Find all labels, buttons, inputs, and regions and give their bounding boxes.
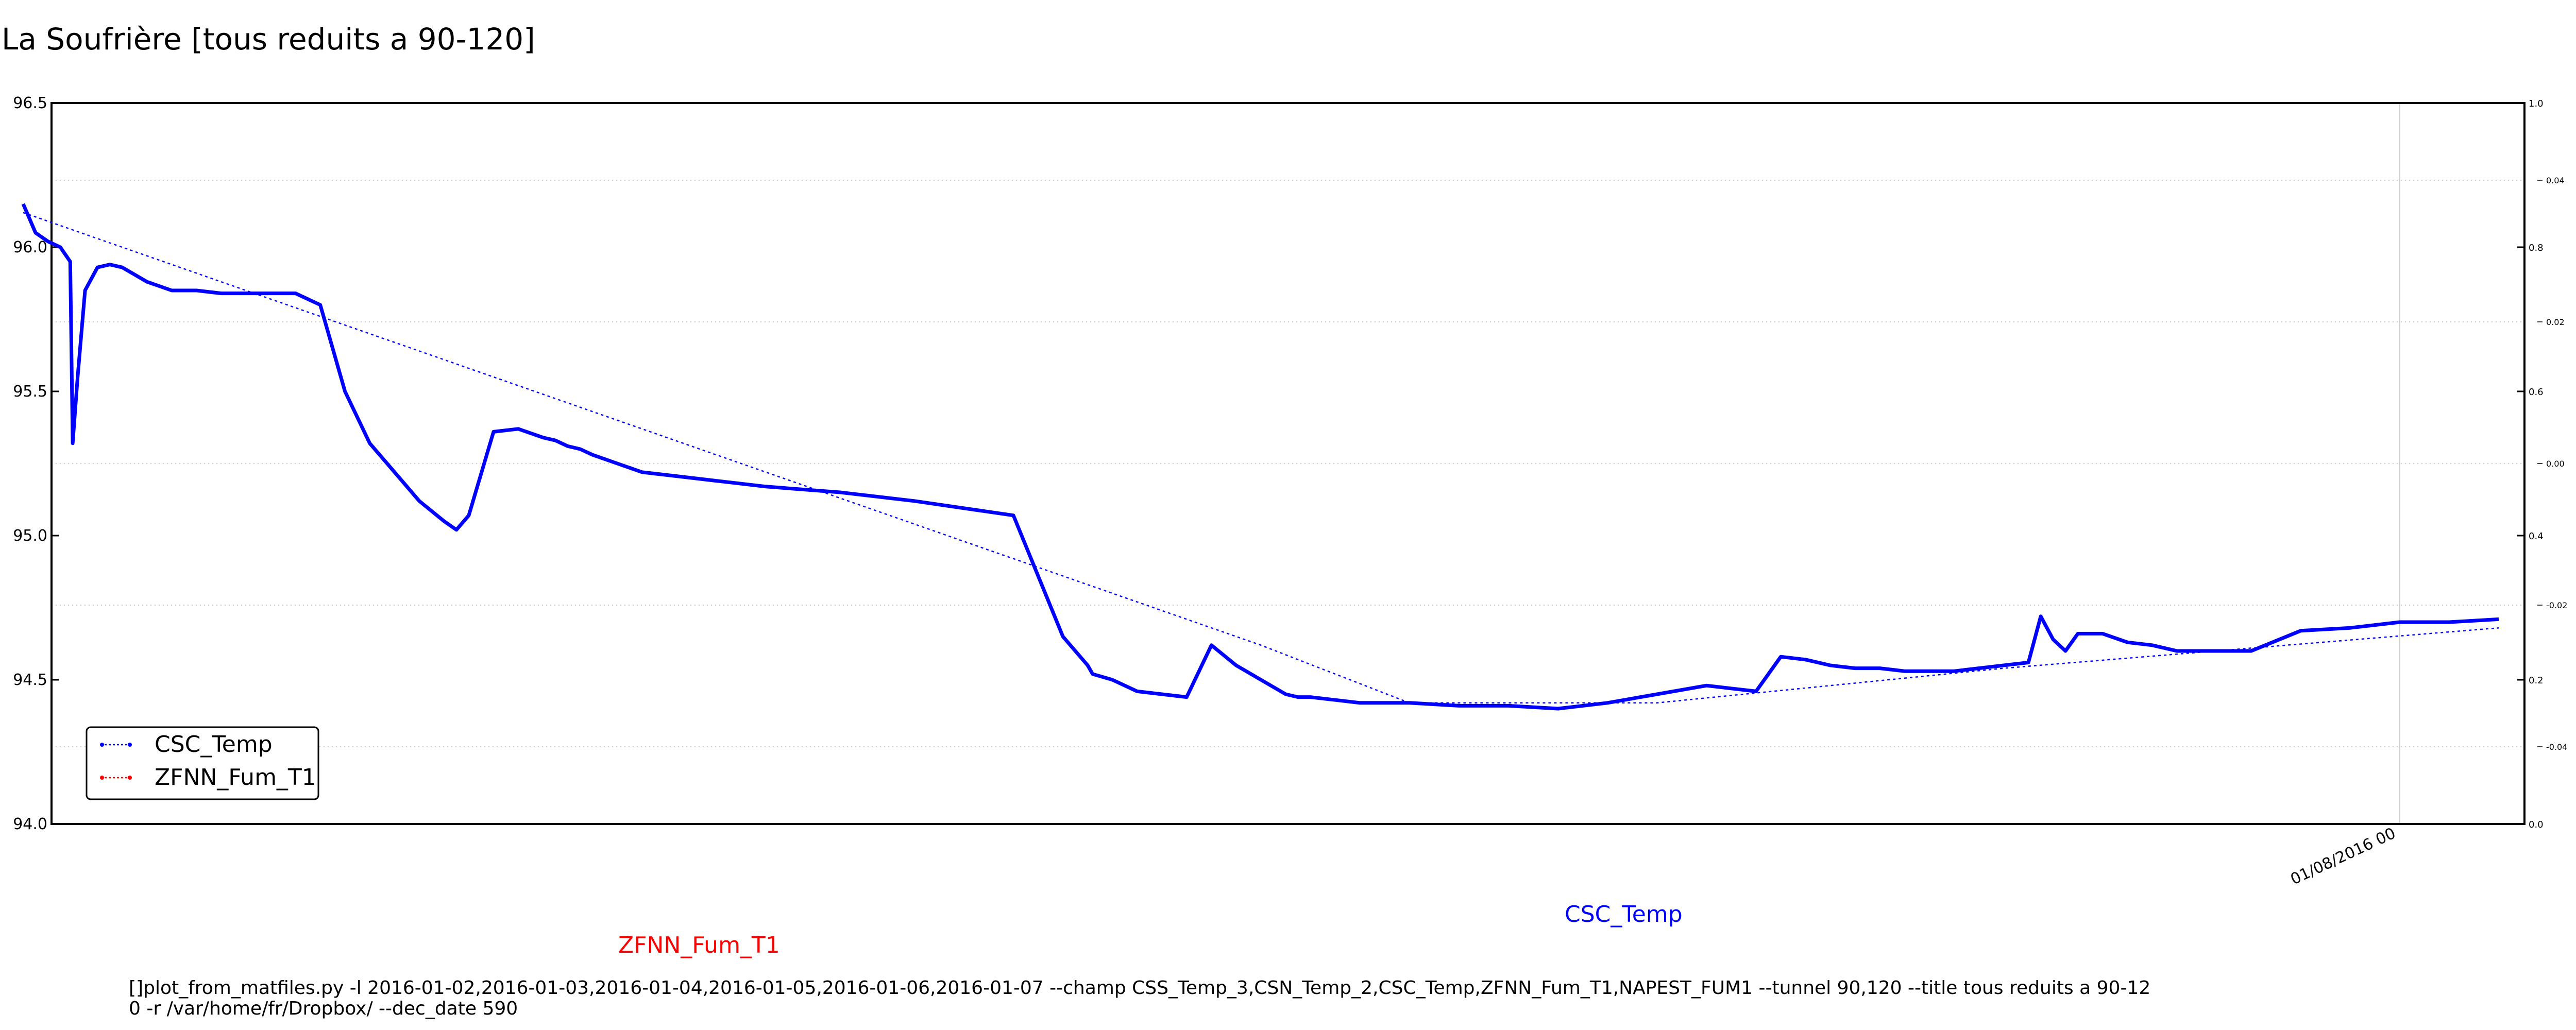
y-axis-right: 1.0 0.8 0.6 0.4 0.2 0.0	[2517, 98, 2544, 830]
y-axis-left: 96.5 96.0 95.5 95.0 94.5 94.0	[13, 94, 59, 833]
y3-tick-label: 0.02	[2546, 317, 2565, 327]
grid-lines	[52, 103, 2524, 824]
legend-label-zfnn: ZFNN_Fum_T1	[155, 764, 316, 791]
y3-tick-label: 0.04	[2546, 176, 2565, 185]
y3-tick-label: -0.04	[2546, 742, 2567, 752]
legend-label-csc: CSC_Temp	[155, 731, 273, 758]
label-csc-temp: CSC_Temp	[1565, 901, 1683, 928]
legend-marker-csc	[100, 743, 104, 747]
y-tick-label: 96.5	[13, 94, 47, 112]
y-tick-label: 94.0	[13, 815, 47, 833]
plot-area-frame	[50, 102, 2526, 825]
label-zfnn-fum-t1: ZFNN_Fum_T1	[618, 932, 780, 958]
y2-tick-label: 0.8	[2529, 243, 2544, 253]
legend-marker-zfnn	[128, 776, 132, 780]
command-line-1: []plot_from_matfiles.py -l 2016-01-02,20…	[129, 977, 2150, 999]
y-axis-right-secondary: 0.04 0.02 0.00 -0.02 -0.04	[2537, 176, 2567, 752]
y2-tick-label: 0.6	[2529, 387, 2544, 398]
y3-tick-label: 0.00	[2546, 459, 2565, 469]
command-line-2: 0 -r /var/home/fr/Dropbox/ --dec_date 59…	[129, 998, 518, 1019]
y2-tick-label: 0.2	[2529, 675, 2544, 686]
chart-title: La Soufrière [tous reduits a 90-120]	[2, 22, 535, 57]
legend-marker-csc	[128, 743, 132, 747]
series-line-csc-temp	[21, 203, 2499, 711]
x-tick-label: 01/08/2016 00	[2288, 825, 2399, 889]
y2-tick-label: 0.0	[2529, 819, 2544, 830]
legend-box	[86, 726, 319, 800]
y2-tick-label: 0.4	[2529, 531, 2544, 542]
series-line-trend	[23, 212, 2499, 704]
y2-tick-label: 1.0	[2529, 98, 2544, 109]
legend-marker-zfnn	[100, 776, 104, 780]
y-tick-label: 94.5	[13, 671, 47, 689]
legend: CSC_Temp ZFNN_Fum_T1	[86, 726, 319, 800]
y-tick-label: 95.0	[13, 527, 47, 545]
y3-tick-label: -0.02	[2546, 600, 2567, 610]
y-tick-label: 95.5	[13, 383, 47, 401]
y-tick-label: 96.0	[13, 238, 47, 256]
